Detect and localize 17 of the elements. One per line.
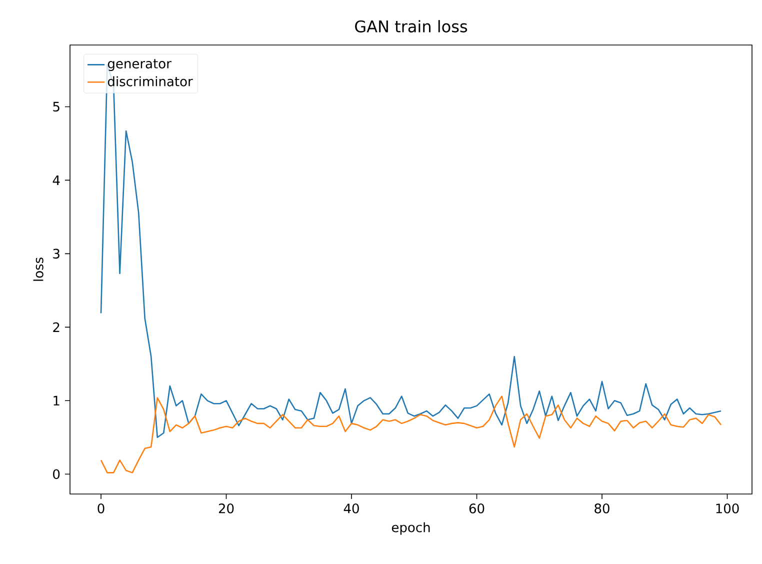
y-tick-label: 2 <box>53 322 60 332</box>
y-tick-label: 5 <box>53 102 60 112</box>
x-axis-title: epoch <box>392 522 430 535</box>
y-tick-label: 3 <box>53 248 60 259</box>
legend-label: generator <box>108 59 172 71</box>
y-tick-label: 4 <box>52 175 60 185</box>
x-tick-label: 20 <box>218 504 234 514</box>
x-tick-label: 100 <box>716 504 739 514</box>
legend-label: discriminator <box>108 76 193 86</box>
chart-title: GAN train loss <box>355 20 468 32</box>
y-axis-title: loss <box>33 258 44 281</box>
y-tick-label: 0 <box>53 469 60 480</box>
x-tick-label: 0 <box>98 504 104 514</box>
x-tick-label: 40 <box>344 504 359 514</box>
x-tick-label: 60 <box>469 504 484 514</box>
y-tick-label: 1 <box>54 396 60 406</box>
x-tick-label: 80 <box>594 504 610 514</box>
